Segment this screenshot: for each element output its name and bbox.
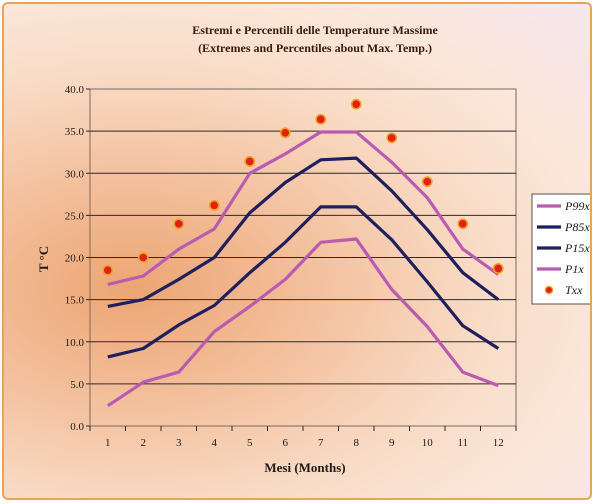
- chart-title: Estremi e Percentili delle Temperature M…: [192, 23, 438, 37]
- legend: P99x P85x P15x P1x Txx: [531, 193, 590, 305]
- y-tick-label: 30.0: [65, 168, 85, 180]
- data-point-txx: [279, 127, 291, 139]
- data-point-txx: [137, 252, 149, 263]
- data-point-txx: [386, 132, 398, 144]
- x-tick-label: 6: [283, 437, 289, 449]
- series-line-p85x: [107, 156, 500, 308]
- legend-label-p85x: P85x: [564, 220, 590, 234]
- y-tick-label: 25.0: [65, 210, 85, 222]
- y-tick-label: 40.0: [65, 84, 85, 96]
- series-line-p1x: [106, 237, 499, 408]
- data-point-txx: [457, 218, 469, 230]
- data-point-txx: [173, 218, 185, 230]
- data-point-txx: [315, 113, 327, 125]
- x-axis-label: Mesi (Months): [264, 460, 345, 475]
- series-line-p15x: [107, 205, 500, 359]
- legend-label-p1x: P1x: [564, 262, 584, 276]
- y-tick-label: 35.0: [65, 126, 85, 138]
- x-tick-label: 3: [176, 437, 182, 449]
- y-tick-label: 5.0: [70, 379, 84, 391]
- x-tick-label: 10: [422, 437, 434, 449]
- x-tick-label: 7: [318, 437, 324, 449]
- temperature-chart: Estremi e Percentili delle Temperature M…: [36, 23, 590, 475]
- data-point-txx: [350, 98, 362, 110]
- legend-label-p99x: P99x: [564, 199, 590, 213]
- y-axis-label: T °C: [36, 246, 51, 272]
- x-tick-label: 1: [105, 437, 111, 449]
- series-line-p99x: [107, 130, 500, 287]
- legend-swatch-txx: [544, 285, 554, 295]
- legend-label-txx: Txx: [565, 283, 583, 297]
- x-tick-label: 8: [354, 437, 360, 449]
- y-tick-label: 10.0: [65, 337, 85, 349]
- data-point-txx: [244, 156, 256, 167]
- x-tick-label: 9: [389, 437, 395, 449]
- legend-label-p15x: P15x: [564, 241, 590, 255]
- y-tick-label: 20.0: [65, 253, 85, 265]
- x-tick-label: 11: [457, 437, 468, 449]
- data-point-txx: [208, 199, 220, 211]
- chart-frame: Estremi e Percentili delle Temperature M…: [2, 2, 592, 500]
- y-tick-label: 0.0: [70, 421, 84, 433]
- data-point-txx: [492, 263, 504, 274]
- data-point-txx: [421, 176, 433, 188]
- x-tick-label: 2: [141, 437, 147, 449]
- y-tick-label: 15.0: [65, 295, 85, 307]
- data-point-txx: [102, 264, 114, 276]
- x-tick-label: 5: [247, 437, 253, 449]
- x-tick-label: 12: [493, 437, 504, 449]
- x-tick-label: 4: [212, 437, 218, 449]
- chart-subtitle: (Extremes and Percentiles about Max. Tem…: [198, 41, 432, 55]
